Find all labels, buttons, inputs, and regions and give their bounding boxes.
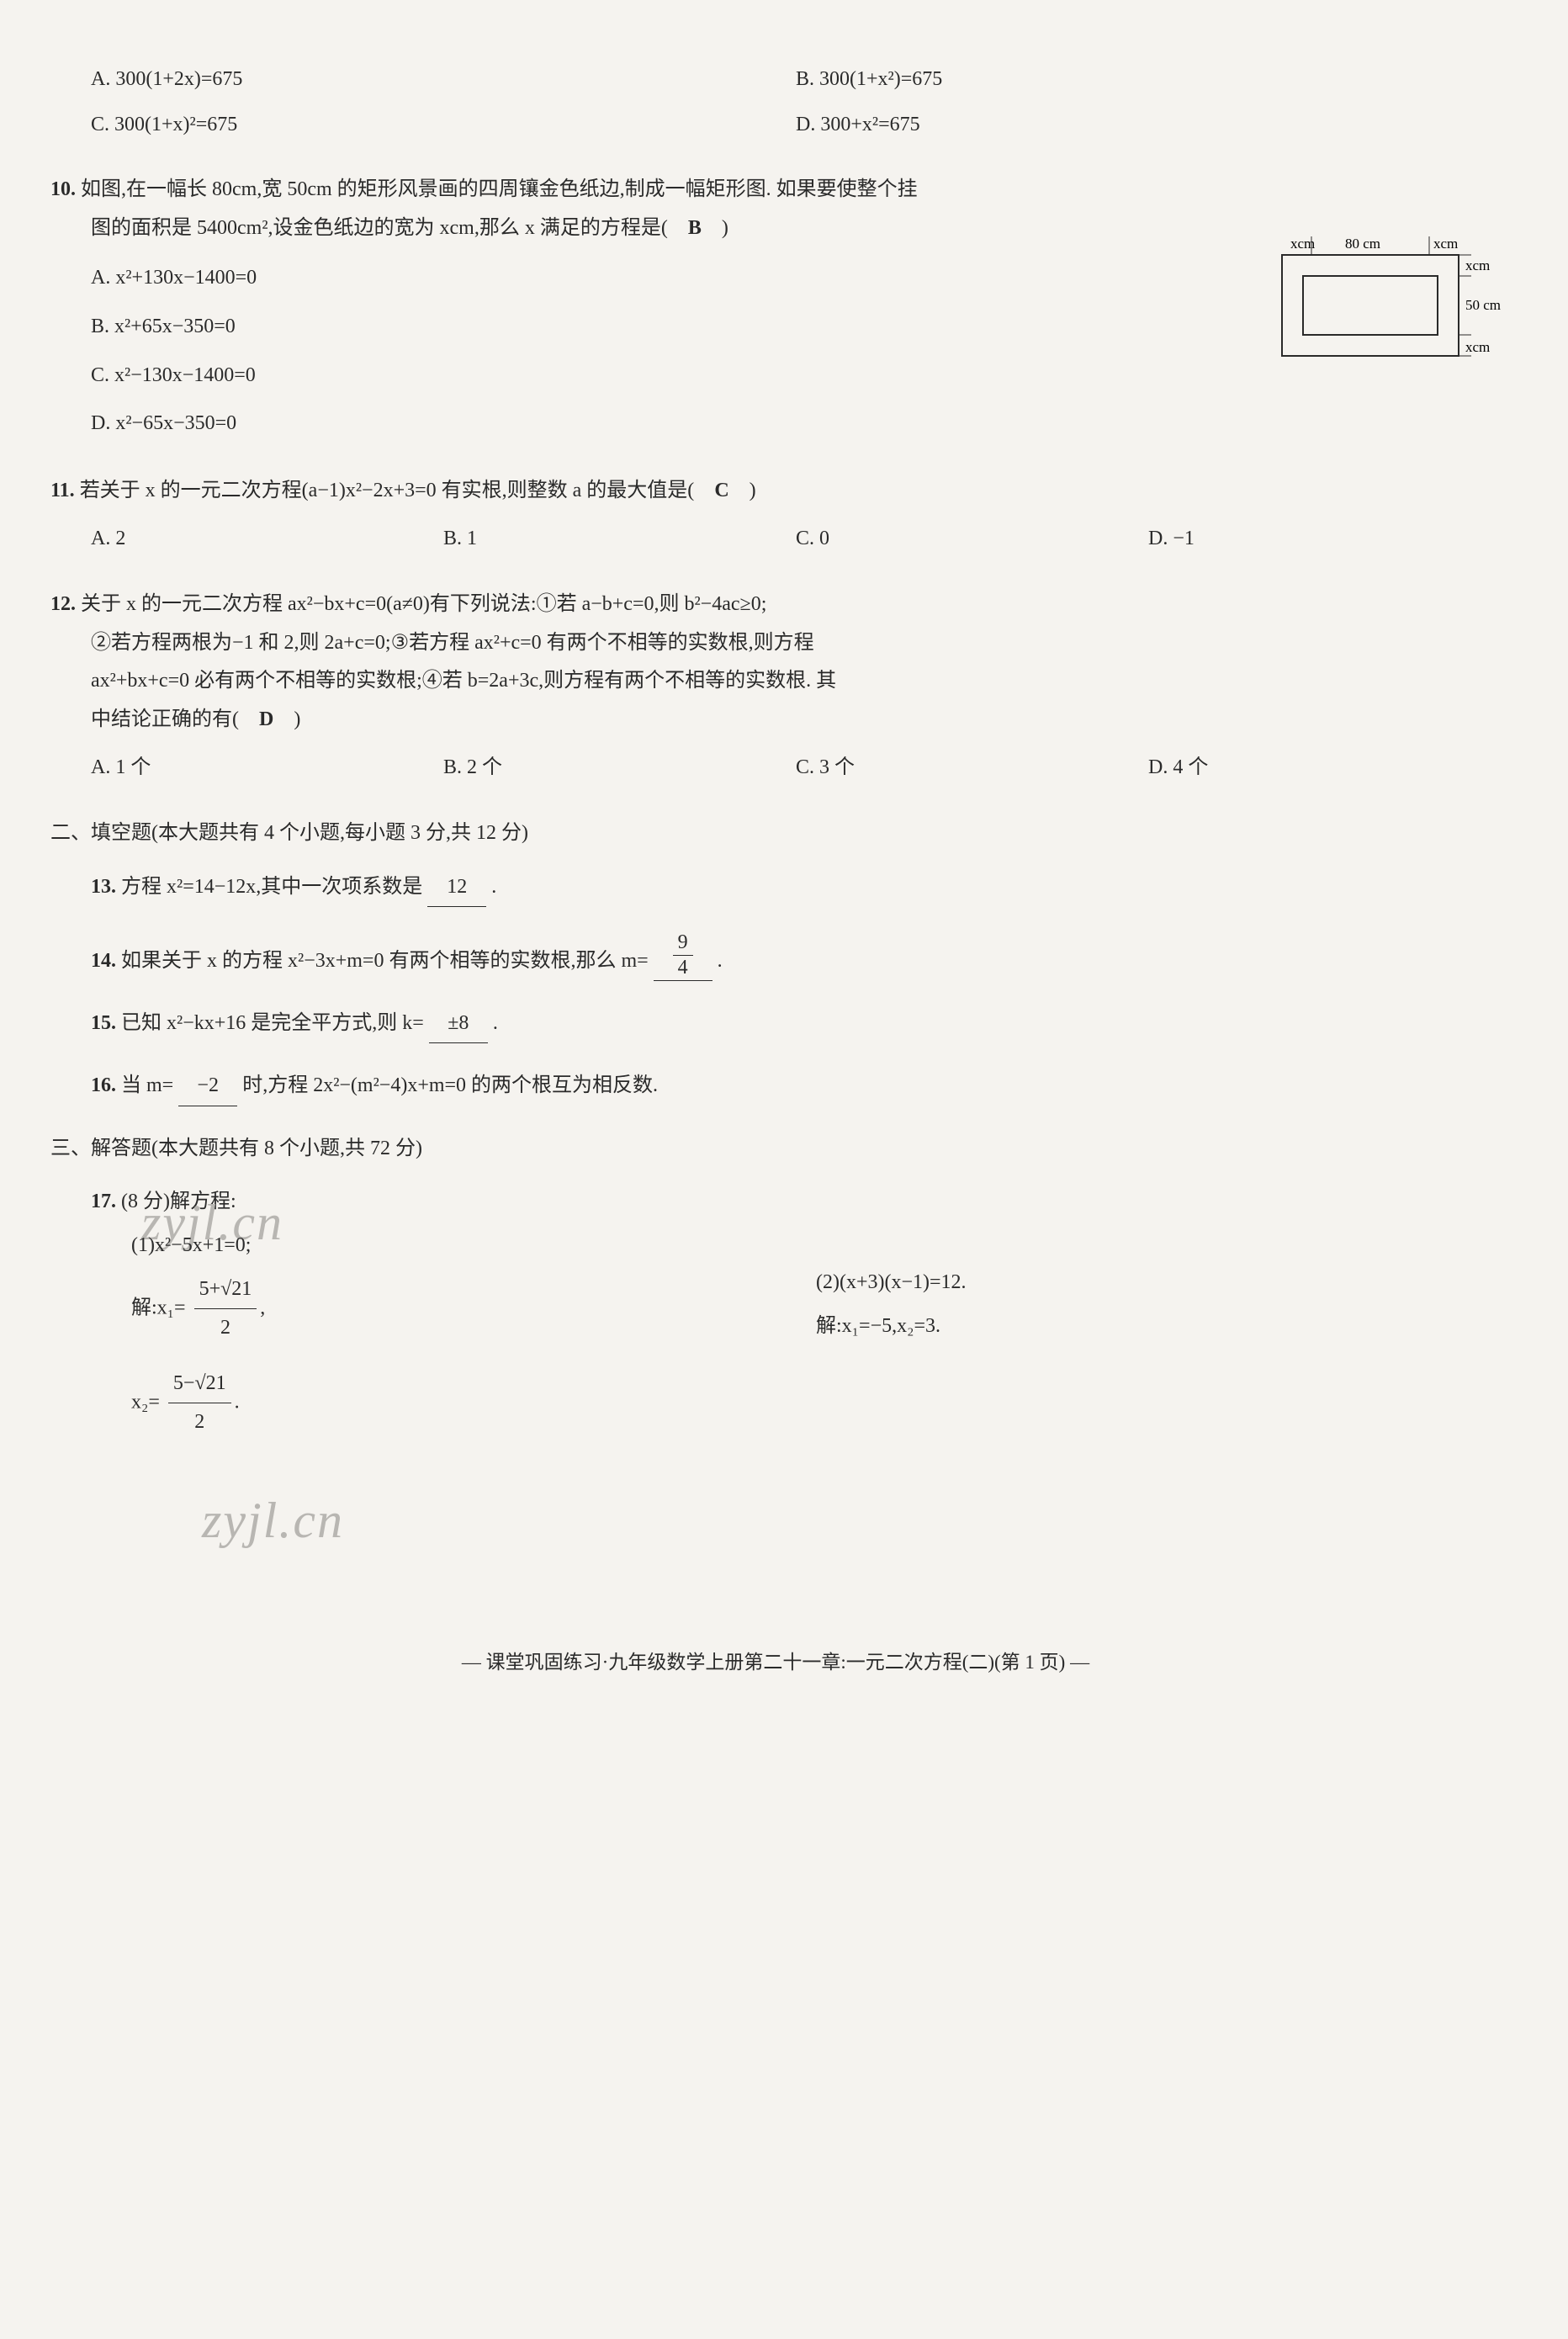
q10-answer: B [688, 217, 702, 239]
q11-opt-c: C. 0 [796, 517, 1148, 562]
q17-sol1a-frac: 5+√21 2 [194, 1270, 257, 1348]
q10-opt-a: A. x²+130x−1400=0 [91, 254, 888, 303]
q17-sol1a: 解:x₁= 5+√21 2 , [131, 1270, 816, 1348]
q12-num: 12. [50, 593, 76, 615]
q10-options: A. x²+130x−1400=0 B. x²+65x−350=0 C. x²−… [91, 254, 888, 448]
q12-answer: D [259, 708, 273, 730]
section-3-header: 三、解答题(本大题共有 8 个小题,共 72 分) [50, 1130, 1501, 1169]
d-w80: 80 cm [1345, 236, 1380, 252]
question-13: 13. 方程 x²=14−12x,其中一次项系数是 12 . [91, 868, 1501, 908]
q13-text2: . [491, 876, 496, 898]
q15-blank: ±8 [429, 1005, 488, 1044]
q17-part1: (1)x²−5x+1=0; [131, 1227, 816, 1265]
q11-opt-d: D. −1 [1148, 517, 1501, 562]
q17-text: (8 分)解方程: [121, 1191, 236, 1212]
q17-part2: (2)(x+3)(x−1)=12. [816, 1264, 1501, 1302]
q17-col2: (2)(x+3)(x−1)=12. 解:x₁=−5,x₂=3. [816, 1222, 1501, 1447]
q9-opt-c: C. 300(1+x)²=675 [91, 103, 796, 148]
q15-text2: . [493, 1012, 498, 1034]
q14-blank: 9 4 [654, 931, 712, 981]
q9-opt-a: A. 300(1+2x)=675 [91, 57, 796, 103]
q14-text2: . [718, 950, 723, 972]
q16-text1: 当 m= [121, 1074, 173, 1096]
q14-text1: 如果关于 x 的方程 x²−3x+m=0 有两个相等的实数根,那么 m= [121, 950, 649, 972]
q10-opt-b: B. x²+65x−350=0 [91, 303, 888, 352]
q17-sol1b-den: 2 [168, 1403, 231, 1442]
q17-sol2: 解:x₁=−5,x₂=3. [816, 1307, 1501, 1346]
footer: — 课堂巩固练习·九年级数学上册第二十一章:一元二次方程(二)(第 1 页) — [50, 1644, 1501, 1681]
q17-sol1b-frac: 5−√21 2 [168, 1365, 231, 1442]
q12-opt-a: A. 1 个 [91, 745, 443, 791]
question-11: 11. 若关于 x 的一元二次方程(a−1)x²−2x+3=0 有实根,则整数 … [50, 472, 1501, 562]
question-10: 10. 如图,在一幅长 80cm,宽 50cm 的矩形风景画的四周镶金色纸边,制… [50, 171, 1501, 448]
q11-opt-a: A. 2 [91, 517, 443, 562]
d-xcm-r1: xcm [1465, 257, 1490, 273]
question-16: 16. 当 m= −2 时,方程 2x²−(m²−4)x+m=0 的两个根互为相… [91, 1067, 1501, 1106]
q12-line4: 中结论正确的有( D ) [91, 701, 1501, 740]
q14-num-frac: 9 [673, 931, 693, 956]
q10-text3: ) [702, 217, 728, 239]
q12-options: A. 1 个 B. 2 个 C. 3 个 D. 4 个 [91, 745, 1501, 791]
q10-opt-c: C. x²−130x−1400=0 [91, 352, 888, 400]
q12-text2: ②若方程两根为−1 和 2,则 2a+c=0;③若方程 ax²+c=0 有两个不… [91, 624, 1501, 663]
q9-options: A. 300(1+2x)=675 B. 300(1+x²)=675 C. 300… [91, 57, 1501, 147]
q17-sol1a-label: 解:x₁= [131, 1297, 186, 1318]
q16-blank: −2 [178, 1067, 237, 1106]
q14-frac: 9 4 [673, 931, 693, 980]
d-xcm-tr: xcm [1433, 236, 1458, 252]
q13-num: 13. [91, 876, 116, 898]
q10-text1: 如图,在一幅长 80cm,宽 50cm 的矩形风景画的四周镶金色纸边,制成一幅矩… [81, 178, 918, 200]
q11-text2: ) [729, 480, 756, 501]
q13-text1: 方程 x²=14−12x,其中一次项系数是 [121, 876, 422, 898]
q10-diagram: xcm xcm 80 cm xcm 50 cm xcm [1274, 230, 1501, 373]
q9-opt-d: D. 300+x²=675 [796, 103, 1501, 148]
q17-sol1b: x₂= 5−√21 2 . [131, 1365, 816, 1442]
question-12: 12. 关于 x 的一元二次方程 ax²−bx+c=0(a≠0)有下列说法:①若… [50, 586, 1501, 791]
q9-opt-b: B. 300(1+x²)=675 [796, 57, 1501, 103]
q11-options: A. 2 B. 1 C. 0 D. −1 [91, 517, 1501, 562]
d-h50: 50 cm [1465, 297, 1501, 313]
q15-text1: 已知 x²−kx+16 是完全平方式,则 k= [121, 1012, 424, 1034]
q11-text: 若关于 x 的一元二次方程(a−1)x²−2x+3=0 有实根,则整数 a 的最… [80, 480, 715, 501]
question-14: 14. 如果关于 x 的方程 x²−3x+m=0 有两个相等的实数根,那么 m=… [91, 931, 1501, 981]
q17-solutions: (1)x²−5x+1=0; 解:x₁= 5+√21 2 , x₂= 5−√21 … [131, 1222, 1501, 1447]
watermark-2: zyjl.cn [202, 1472, 1501, 1568]
q16-num: 16. [91, 1074, 116, 1096]
q14-den-frac: 4 [673, 956, 693, 980]
d-xcm-r2: xcm [1465, 339, 1490, 355]
q12-opt-d: D. 4 个 [1148, 745, 1501, 791]
question-9-fragment: A. 300(1+2x)=675 B. 300(1+x²)=675 C. 300… [50, 57, 1501, 147]
q17-sol1a-num: 5+√21 [194, 1270, 257, 1310]
q16-text2: 时,方程 2x²−(m²−4)x+m=0 的两个根互为相反数. [242, 1074, 658, 1096]
q12-opt-c: C. 3 个 [796, 745, 1148, 791]
q10-opt-d: D. x²−65x−350=0 [91, 400, 888, 448]
q14-num: 14. [91, 950, 116, 972]
section-2-header: 二、填空题(本大题共有 4 个小题,每小题 3 分,共 12 分) [50, 814, 1501, 853]
q12-opt-b: B. 2 个 [443, 745, 796, 791]
q17-sol1b-num: 5−√21 [168, 1365, 231, 1404]
q13-blank: 12 [427, 868, 486, 908]
q17-col1: (1)x²−5x+1=0; 解:x₁= 5+√21 2 , x₂= 5−√21 … [131, 1222, 816, 1447]
question-17: 17. (8 分)解方程: zyjl.cn (1)x²−5x+1=0; 解:x₁… [91, 1183, 1501, 1447]
q10-text2: 图的面积是 5400cm²,设金色纸边的宽为 xcm,那么 x 满足的方程是( [91, 217, 688, 239]
q12-text1: 关于 x 的一元二次方程 ax²−bx+c=0(a≠0)有下列说法:①若 a−b… [81, 593, 766, 615]
q11-opt-b: B. 1 [443, 517, 796, 562]
q15-num: 15. [91, 1012, 116, 1034]
q12-text5: ) [273, 708, 300, 730]
question-15: 15. 已知 x²−kx+16 是完全平方式,则 k= ±8 . [91, 1005, 1501, 1044]
q17-sol1b-label: x₂= [131, 1391, 160, 1413]
q12-text4: 中结论正确的有( [91, 708, 259, 730]
q10-num: 10. [50, 178, 76, 200]
q11-answer: C [714, 480, 728, 501]
q11-num: 11. [50, 480, 75, 501]
q12-text3: ax²+bx+c=0 必有两个不相等的实数根;④若 b=2a+3c,则方程有两个… [91, 662, 1501, 701]
q17-num: 17. [91, 1191, 116, 1212]
q17-sol1a-den: 2 [194, 1309, 257, 1348]
